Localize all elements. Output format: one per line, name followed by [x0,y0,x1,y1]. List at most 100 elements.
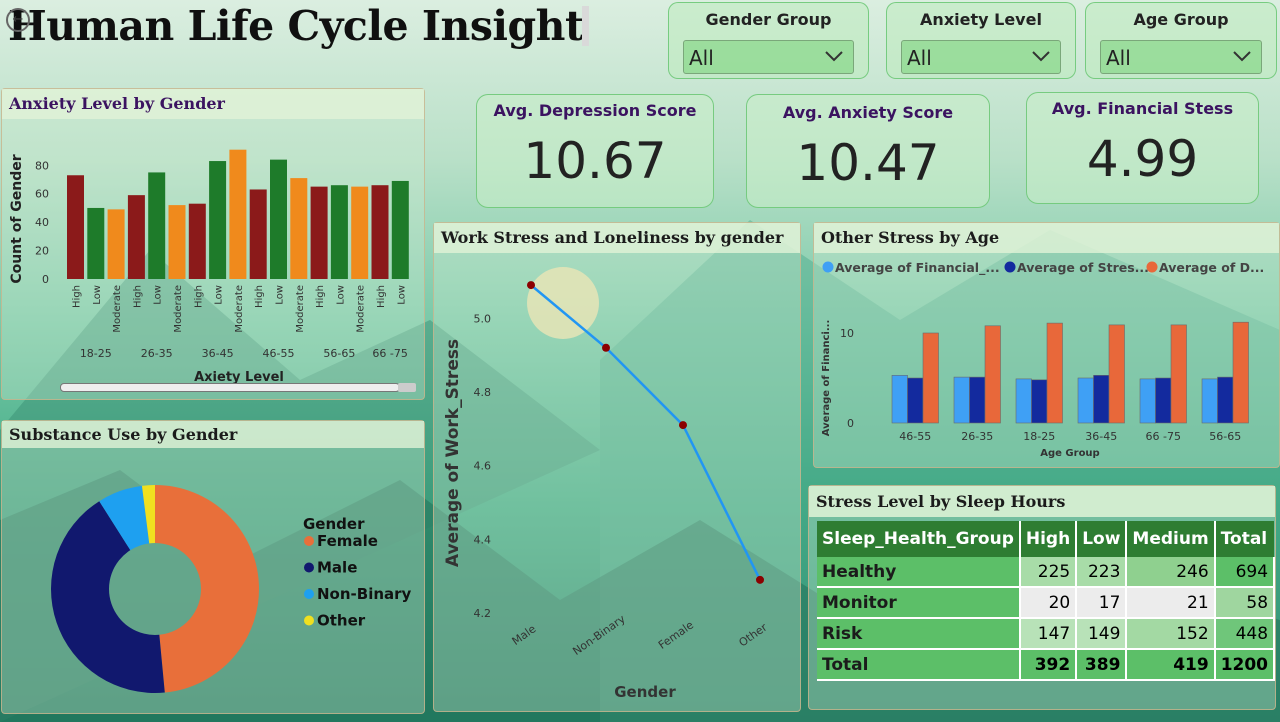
chevron-down-icon [825,51,843,62]
table-cell: 149 [1076,618,1128,650]
bar-series-1 [907,377,924,424]
y-tick-label: 0 [847,417,854,430]
x-tick-label: Moderate [173,285,184,333]
bar-low [87,207,105,279]
kpi-financial-stress-card: Avg. Financial Stess 4.99 [1026,92,1259,204]
table-header-row: Sleep_Health_Group High Low Medium Total [817,521,1275,557]
group-label: 26-35 [141,347,173,360]
x-tick-label: High [315,285,326,308]
y-axis-label: Count of Gender [9,154,25,283]
y-tick-label: 80 [35,159,49,172]
x-axis-label: Axiety Level [194,370,284,385]
legend-marker [822,261,834,273]
bar-series-0 [1201,378,1218,424]
donut-slice-female [155,485,260,693]
legend-label: Non-Binary [317,585,412,603]
x-tick-label: 66 -75 [1146,430,1181,443]
bar-moderate [290,178,308,279]
legend-label: Female [317,532,378,550]
table-cell: 225 [1019,557,1078,588]
kpi-value: 4.99 [1086,130,1199,188]
bar-low [148,172,166,279]
x-tick-label: Female [656,618,696,652]
bar-series-2 [1170,324,1187,424]
table-cell: 152 [1126,618,1216,650]
y-tick-label: 4.2 [474,607,492,620]
x-tick-label: High [254,285,265,308]
row-label: Total [817,649,1021,681]
bar-series-1 [1155,377,1172,424]
x-tick-label: Low [214,285,225,305]
age-group-slicer: Age Group All [1085,2,1277,79]
age-group-dropdown[interactable]: All [1100,40,1262,74]
stress-sleep-panel: Stress Level by Sleep Hours Sleep_Health… [808,485,1276,710]
legend-marker [304,615,314,626]
data-point [679,421,687,430]
bar-series-0 [1139,378,1156,424]
gender-group-dropdown[interactable]: All [683,40,854,74]
table-row: Healthy 225 223 246 694 [817,557,1276,588]
x-axis-label: Gender [614,683,676,701]
x-tick-label: Low [396,285,407,305]
x-tick-label: Male [510,622,539,648]
x-axis-label: Age Group [1040,448,1099,459]
x-tick-label: Moderate [295,285,306,333]
bar-low [209,161,227,279]
x-tick-label: Moderate [234,285,245,333]
chart-title: Work Stress and Loneliness by gender [434,223,800,253]
bar-series-2 [922,332,939,424]
legend-label: Male [317,559,357,577]
bar-high [371,185,389,279]
bar-series-1 [1217,376,1234,424]
row-label: Risk [817,618,1021,650]
bar-moderate [351,186,369,279]
chart-title: Substance Use by Gender [2,421,424,448]
bar-series-1 [1031,379,1048,424]
table-cell: 1200 [1214,649,1276,681]
bar-series-1 [1093,375,1110,424]
bar-moderate [229,149,247,279]
other-stress-panel: Other Stress by Age 0 10 Average of Financ… [813,222,1280,468]
bar-moderate [168,205,186,279]
stress-matrix: Sleep_Health_Group High Low Medium Total… [817,521,1276,681]
series-line [530,284,762,581]
bar-low [270,159,287,279]
x-tick-label: Moderate [356,285,367,333]
slicer-label: Age Group [1133,10,1229,29]
slicer-value: All [907,46,932,70]
y-tick-label: 4.4 [474,533,492,546]
bar-series-0 [1077,377,1094,424]
row-label: Healthy [817,557,1021,588]
kpi-label: Avg. Financial Stess [1051,99,1234,118]
horizontal-scrollbar[interactable] [60,383,400,392]
data-point [602,343,610,352]
legend-marker [304,536,314,546]
y-tick-label: 60 [35,188,49,201]
slicer-value: All [689,46,714,70]
work-stress-panel: Work Stress and Loneliness by gender 4.2… [433,222,801,712]
legend-marker [304,562,314,573]
bar-high [188,203,206,279]
y-axis-label: Average of Financi... [821,320,832,436]
legend-label: Average of Stres... [1017,260,1149,275]
bar-series-0 [953,376,970,424]
column-header: Low [1076,521,1128,557]
table-cell: 389 [1076,649,1128,681]
substance-use-panel: Substance Use by Gender Gender Female Male… [1,420,425,714]
x-tick-label: 36-45 [1085,430,1117,443]
bar-series-0 [891,375,908,424]
legend-label: Average of Financial_... [835,260,1000,276]
other-stress-bar-chart: 0 10 Average of Financi... Average of Finan… [821,260,1264,459]
x-tick-label: High [376,285,387,308]
x-tick-label: Low [275,285,286,305]
back-arrow-icon[interactable]: ← [6,8,30,32]
bar-series-2 [1046,322,1063,424]
column-header: Sleep_Health_Group [817,521,1021,557]
y-tick-label: 0 [42,273,49,286]
table-cell: 147 [1019,618,1078,650]
y-tick-label: 4.6 [474,460,492,473]
bar-low [391,180,409,279]
x-tick-label: High [132,285,143,308]
anxiety-level-dropdown[interactable]: All [901,40,1061,74]
